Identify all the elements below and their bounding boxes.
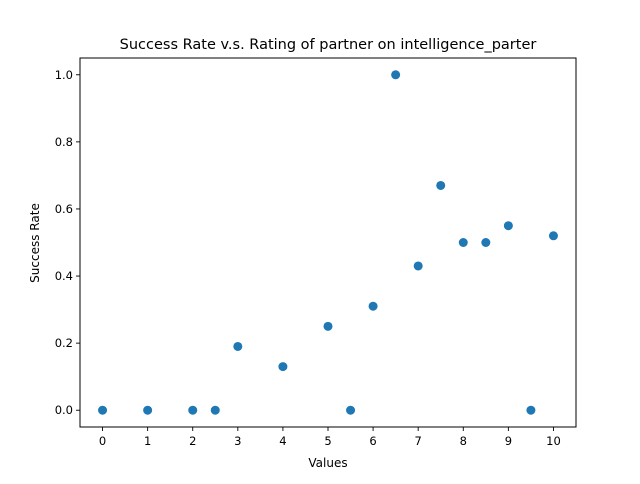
scatter-point <box>413 261 423 271</box>
scatter-point <box>548 231 558 241</box>
scatter-point <box>368 301 378 311</box>
x-tick-label: 3 <box>234 434 241 448</box>
x-tick-label: 1 <box>144 434 151 448</box>
x-tick-label: 10 <box>546 434 561 448</box>
scatter-point <box>458 238 468 247</box>
x-tick-label: 6 <box>369 434 376 448</box>
y-tick-label: 1.0 <box>55 68 73 82</box>
scatter-point <box>481 238 491 247</box>
plot-frame <box>79 57 577 428</box>
x-tick-label: 7 <box>415 434 422 448</box>
scatter-point <box>143 405 153 415</box>
scatter-point <box>391 70 401 80</box>
y-axis-label: Success Rate <box>28 203 42 283</box>
scatter-point <box>503 221 513 231</box>
ticks-layer: 0 1 2 3 4 5 6 7 8 9 10 0.0 0.2 0.4 0.6 0.8 1.0 <box>55 68 561 448</box>
x-tick-label: 0 <box>99 434 106 448</box>
y-tick-label: 0.8 <box>55 135 73 149</box>
x-tick-label: 8 <box>460 434 467 448</box>
scatter-point <box>210 405 220 415</box>
scatter-point <box>346 405 356 415</box>
x-tick-label: 5 <box>324 434 331 448</box>
scatter-point <box>188 405 198 415</box>
x-tick-label: 4 <box>279 434 286 448</box>
y-tick-label: 0.4 <box>55 269 73 283</box>
x-tick-label: 9 <box>505 434 512 448</box>
y-tick-label: 0.6 <box>55 202 73 216</box>
x-tick-label: 2 <box>189 434 196 448</box>
y-tick-label: 0.0 <box>55 403 73 417</box>
points-layer <box>98 70 558 415</box>
x-axis-label: Values <box>308 456 347 470</box>
scatter-point <box>436 180 446 190</box>
scatter-point <box>278 362 288 372</box>
y-tick-label: 0.2 <box>55 336 73 350</box>
scatter-point <box>98 405 108 415</box>
scatter-point <box>526 405 536 415</box>
scatter-point <box>323 321 333 331</box>
scatter-point <box>233 341 243 351</box>
chart-title: Success Rate v.s. Rating of partner on i… <box>120 37 537 53</box>
